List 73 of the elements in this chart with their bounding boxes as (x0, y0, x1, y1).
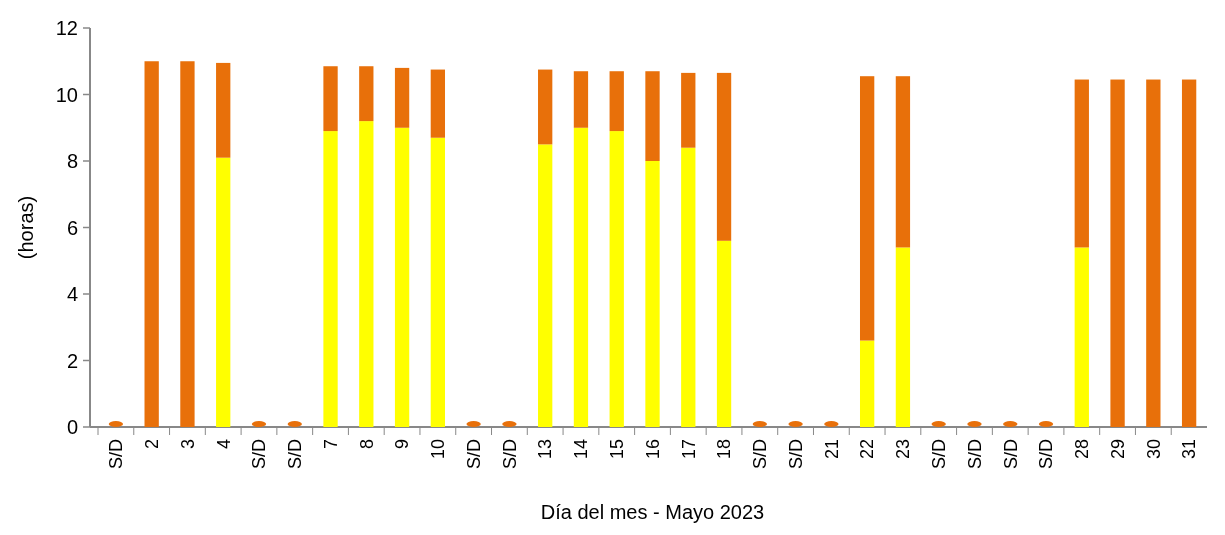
y-tick-label: 6 (66, 216, 78, 239)
x-tick-label: 16 (642, 439, 663, 460)
bar (359, 66, 374, 122)
bar (716, 72, 732, 241)
bar (859, 76, 875, 341)
bar (430, 137, 446, 427)
x-tick-label: S/D (285, 439, 306, 470)
bar (538, 144, 553, 427)
y-tick-label: 10 (55, 83, 78, 106)
x-tick-label: 14 (571, 439, 592, 460)
x-tick-label: 29 (1107, 439, 1128, 460)
y-tick-label: 4 (66, 283, 78, 305)
x-tick-label: S/D (750, 439, 771, 470)
bar (1181, 79, 1197, 427)
bar (681, 147, 696, 427)
x-tick-label: 15 (607, 439, 628, 460)
x-tick-label: S/D (1000, 439, 1021, 470)
bar (144, 61, 159, 427)
x-tick-label: S/D (964, 439, 985, 470)
x-tick-label: S/D (106, 439, 127, 470)
x-tick-label: 10 (428, 439, 449, 460)
y-tick-label: 12 (55, 17, 78, 39)
x-tick-label: 18 (714, 439, 735, 460)
y-tick-label: 8 (66, 150, 78, 172)
x-tick-label: 13 (535, 439, 556, 460)
bar (394, 67, 410, 128)
bar (573, 71, 589, 128)
x-tick-label: 2 (141, 439, 162, 450)
y-axis-title: (horas) (15, 195, 37, 260)
bar (1146, 79, 1161, 427)
bar (359, 121, 374, 427)
x-tick-label: S/D (928, 439, 949, 470)
bar (645, 71, 660, 161)
x-tick-label: S/D (785, 439, 806, 470)
x-tick-label: S/D (499, 439, 520, 470)
x-tick-label: 9 (392, 439, 413, 450)
bar (394, 127, 410, 427)
x-tick-label: 22 (857, 439, 878, 460)
x-tick-label: 7 (320, 439, 341, 450)
bar (1074, 247, 1089, 427)
x-tick-label: 31 (1179, 439, 1200, 460)
bar (1110, 79, 1125, 427)
bar (895, 76, 911, 248)
x-tick-label: 4 (213, 439, 234, 450)
bar (895, 247, 911, 427)
bar (609, 71, 624, 132)
bar (180, 61, 195, 427)
x-tick-label: 8 (356, 439, 377, 450)
bar (1074, 79, 1089, 248)
x-tick-label: 21 (821, 439, 842, 460)
bar (645, 161, 660, 427)
bar (609, 131, 624, 427)
bar (859, 340, 875, 427)
bar (323, 131, 338, 427)
bar (573, 127, 589, 427)
bar (681, 72, 696, 148)
x-tick-label: S/D (1036, 439, 1057, 470)
x-tick-label: 28 (1072, 439, 1093, 460)
bar (323, 66, 338, 132)
x-tick-label: S/D (249, 439, 270, 470)
x-tick-label: 23 (893, 439, 914, 460)
x-tick-label: S/D (463, 439, 484, 470)
x-tick-label: 30 (1143, 439, 1164, 460)
bar (216, 157, 231, 427)
bar (716, 240, 732, 427)
y-tick-label: 2 (66, 349, 78, 372)
bar (538, 69, 553, 145)
bar (430, 69, 446, 138)
x-tick-label: 3 (177, 439, 198, 450)
bar (216, 62, 231, 158)
x-tick-label: 17 (678, 439, 699, 460)
y-tick-label: 0 (66, 416, 78, 438)
x-axis-title: Día del mes - Mayo 2023 (540, 501, 765, 523)
